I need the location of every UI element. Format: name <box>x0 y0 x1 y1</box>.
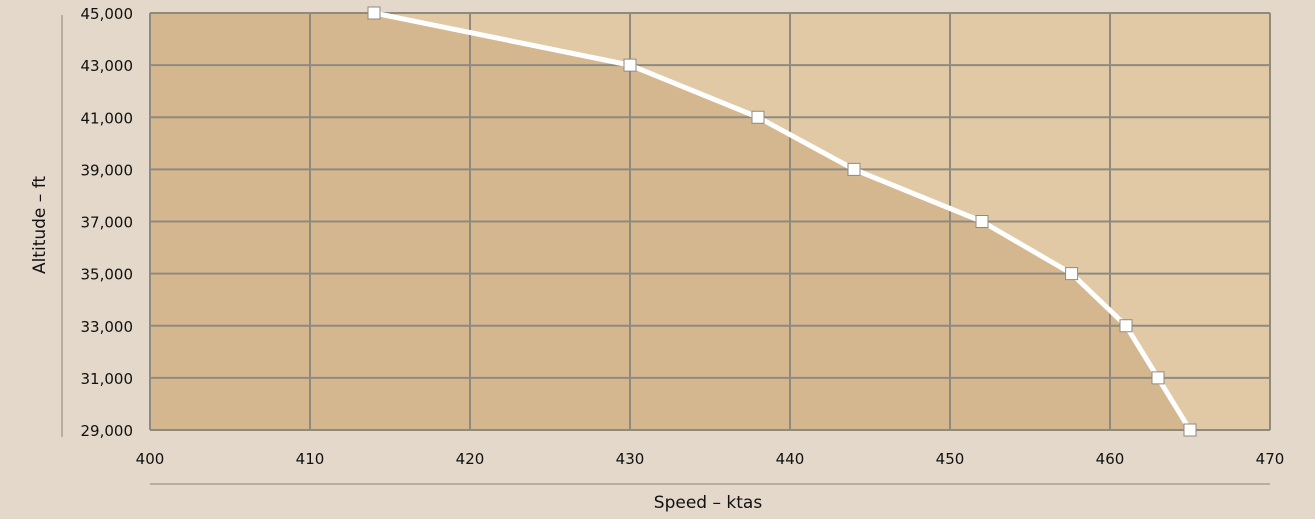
y-tick-label: 33,000 <box>81 318 134 336</box>
data-point-marker <box>367 6 381 20</box>
data-point-marker <box>1183 423 1197 437</box>
x-tick-label: 440 <box>776 450 805 468</box>
x-tick-label: 450 <box>936 450 965 468</box>
y-axis-title: Altitude – ft <box>30 176 50 274</box>
data-point-marker <box>847 162 861 176</box>
grid-lines <box>149 12 1271 431</box>
y-tick-label: 37,000 <box>81 214 134 232</box>
data-point-marker <box>1151 371 1165 385</box>
x-tick-label: 400 <box>136 450 165 468</box>
y-tick-label: 31,000 <box>81 370 134 388</box>
data-point-marker <box>975 215 989 228</box>
y-tick-label: 35,000 <box>81 266 134 284</box>
x-tick-label: 430 <box>616 450 645 468</box>
y-tick-label: 41,000 <box>81 109 134 127</box>
x-tick-labels: 400 410 420 430 440 450 460 470 <box>136 450 1285 468</box>
x-tick-label: 460 <box>1096 450 1125 468</box>
axis-decorations <box>61 15 1270 485</box>
y-tick-label: 45,000 <box>81 5 134 23</box>
y-tick-label: 39,000 <box>81 161 134 179</box>
data-point-marker <box>623 58 637 72</box>
x-tick-label: 410 <box>296 450 325 468</box>
data-point-marker <box>1065 267 1079 281</box>
x-axis-title: Speed – ktas <box>654 493 763 513</box>
data-point-marker <box>1119 319 1133 333</box>
y-tick-label: 29,000 <box>81 422 134 440</box>
y-tick-labels: 29,000 31,000 33,000 35,000 37,000 39,000 41,0… <box>81 5 134 440</box>
y-tick-label: 43,000 <box>81 57 134 75</box>
data-series <box>367 6 1197 437</box>
x-tick-label: 470 <box>1256 450 1285 468</box>
x-tick-label: 420 <box>456 450 485 468</box>
data-point-marker <box>751 110 765 124</box>
